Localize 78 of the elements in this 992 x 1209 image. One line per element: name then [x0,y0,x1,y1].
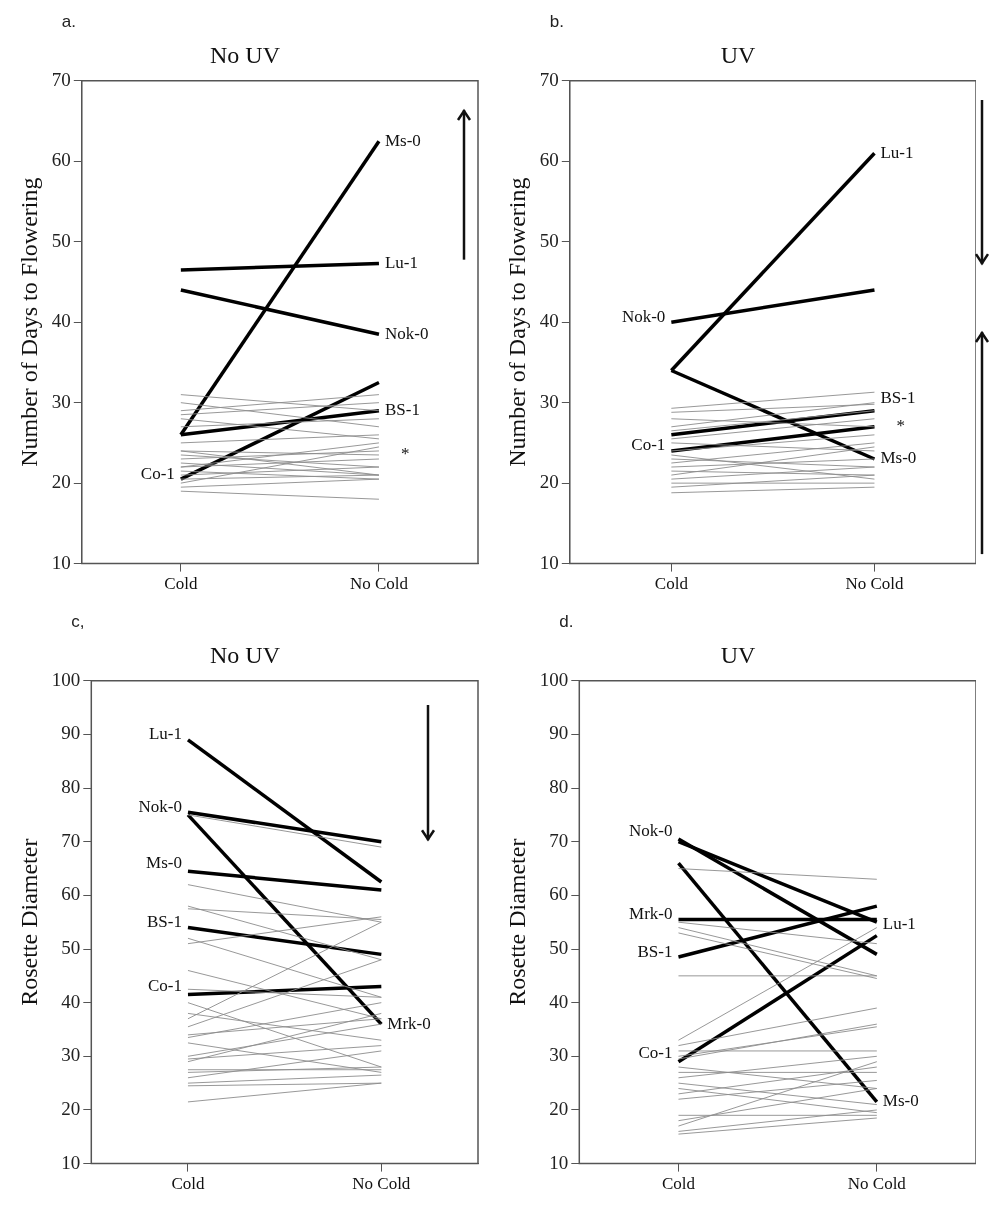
y-tick-label: 80 [61,776,81,798]
y-axis-title: Rosette Diameter [15,838,42,1006]
y-axis-title: Number of Days to Flowering [503,177,530,467]
x-tick-label: Cold [171,1174,206,1194]
y-tick-label: 30 [61,1044,81,1066]
x-tick-label: No Cold [349,574,409,594]
chart-title: No UV [210,41,281,68]
x-tick-label: Cold [164,574,198,594]
annotation: Ms-0 [880,448,917,468]
annotation: Co-1 [147,976,182,996]
y-tick-label: 20 [51,471,71,493]
y-tick-label: 60 [51,149,71,171]
y-tick-label: 30 [539,390,559,412]
annotation: Nok-0 [621,306,666,326]
y-tick-label: 40 [51,310,71,332]
annotation: Nok-0 [384,323,429,343]
y-tick-label: 10 [61,1151,81,1173]
annotation: BS-1 [384,400,420,420]
y-axis-title: Rosette Diameter [503,838,530,1006]
annotation: Lu-1 [148,724,182,744]
y-tick-label: 20 [539,471,559,493]
annotation: Ms-0 [384,130,421,150]
y-tick-label: 40 [61,990,81,1012]
y-tick-label: 40 [539,310,559,332]
y-tick-label: 60 [539,149,559,171]
annotation: * [400,444,410,464]
y-tick-label: 20 [61,1097,81,1119]
x-tick-label: Cold [661,1174,696,1194]
y-tick-label: 10 [549,1151,569,1173]
annotation: Mrk-0 [387,1013,431,1033]
y-tick-label: 10 [539,551,559,573]
y-tick-label: 60 [549,883,569,905]
chart-title: UV [720,41,756,68]
y-tick-label: 30 [549,1044,569,1066]
annotation: Nok-0 [629,820,673,840]
x-tick-label: No Cold [352,1174,411,1194]
y-tick-label: 50 [549,937,569,959]
y-tick-label: 70 [51,68,71,90]
y-tick-label: 50 [539,229,559,251]
y-tick-label: 70 [549,829,569,851]
text: b. [549,12,564,32]
text: a. [61,12,76,32]
annotation: Nok-0 [138,796,182,816]
x-tick-label: No Cold [845,574,904,594]
annotation: Mrk-0 [629,903,673,923]
chart-title: No UV [210,641,281,668]
y-axis-title: Number of Days to Flowering [15,177,42,467]
y-tick-label: 100 [51,668,81,690]
annotation: BS-1 [880,388,916,408]
annotation: Co-1 [140,463,175,483]
y-tick-label: 20 [549,1097,569,1119]
y-tick-label: 60 [61,883,81,905]
annotation: BS-1 [147,912,182,932]
annotation: Co-1 [631,435,666,455]
annotation: Lu-1 [880,142,914,162]
text: c, [71,612,85,632]
annotation: Ms-0 [146,853,182,873]
y-tick-label: 70 [539,68,559,90]
y-tick-label: 50 [61,937,81,959]
x-tick-label: No Cold [847,1174,907,1194]
y-tick-label: 10 [51,551,71,573]
y-tick-label: 40 [549,990,569,1012]
annotation: BS-1 [637,941,673,961]
chart-title: UV [720,641,756,668]
x-tick-label: Cold [654,574,689,594]
y-tick-label: 50 [51,229,71,251]
y-tick-label: 70 [61,829,81,851]
annotation: * [896,416,905,436]
y-tick-label: 90 [61,722,81,744]
y-tick-label: 80 [549,776,569,798]
annotation: Ms-0 [882,1091,919,1111]
y-tick-label: 90 [549,722,569,744]
y-tick-label: 30 [51,390,71,412]
annotation: Lu-1 [882,914,916,934]
annotation: Co-1 [638,1043,673,1063]
annotation: Lu-1 [384,252,418,272]
y-tick-label: 100 [539,668,569,690]
text: d. [559,612,574,632]
